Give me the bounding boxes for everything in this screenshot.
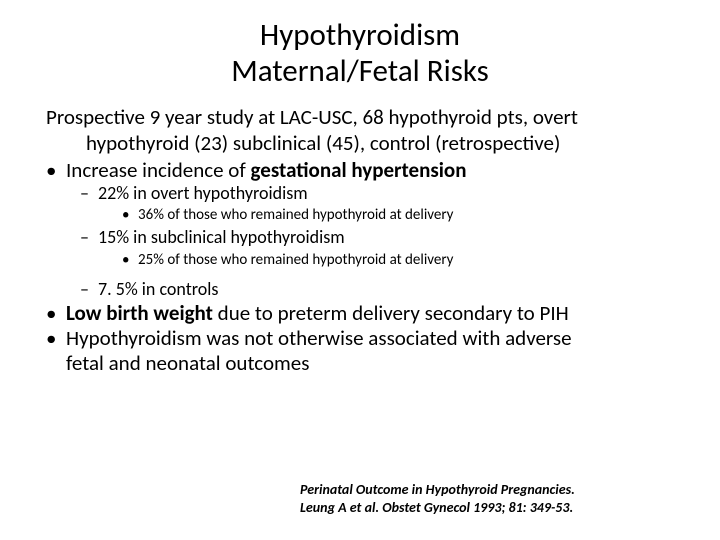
text-line2: fetal and neonatal outcomes [66,350,309,376]
intro-line-2: hypothyroid (23) subclinical (45), contr… [46,131,688,155]
citation-line-2: Leung A et al. Obstet Gynecol 1993; 81: … [300,499,672,517]
dash-icon: – [80,227,98,249]
slide: Hypothyroidism Maternal/Fetal Risks Pros… [0,0,720,540]
bullet-dot-icon: • [46,301,66,326]
text-bold: Low birth weight [66,300,218,326]
bullet-subclinical: – 15% in subclinical hypothyroidism [80,227,688,249]
slide-title: Hypothyroidism Maternal/Fetal Risks [92,18,628,89]
bullet-controls: – 7. 5% in controls [80,279,688,301]
title-line-1: Hypothyroidism [92,18,628,54]
bullet-gestational-hypertension: • Increase incidence of gestational hype… [46,158,688,183]
bullet-overt: – 22% in overt hypothyroidism [80,183,688,205]
text-post: due to preterm delivery secondary to PIH [218,300,569,326]
dash-icon: – [80,183,98,205]
citation-line-1: Perinatal Outcome in Hypothyroid Pregnan… [300,481,672,499]
text-line1: Hypothyroidism was not otherwise associa… [66,325,572,351]
text-pre: Increase incidence of [66,157,251,183]
bullet-overt-detail: • 36% of those who remained hypothyroid … [122,204,688,227]
citation: Perinatal Outcome in Hypothyroid Pregnan… [300,481,672,516]
bullet-text: 22% in overt hypothyroidism [98,183,308,205]
bullet-text: Increase incidence of gestational hypert… [66,158,466,183]
bullet-subclinical-detail: • 25% of those who remained hypothyroid … [122,249,688,272]
title-line-2: Maternal/Fetal Risks [92,54,628,90]
bullet-text: 7. 5% in controls [98,279,218,301]
bullet-dot-icon: • [122,251,138,270]
bullet-dot-icon: • [122,206,138,225]
intro-line-1: Prospective 9 year study at LAC-USC, 68 … [46,105,688,129]
bullet-text: 25% of those who remained hypothyroid at… [138,251,453,270]
bullet-text: 36% of those who remained hypothyroid at… [138,206,453,225]
bullet-not-associated: • Hypothyroidism was not otherwise assoc… [46,326,688,376]
text-bold: gestational hypertension [251,157,467,183]
bullet-dot-icon: • [46,326,66,376]
bullet-text: Hypothyroidism was not otherwise associa… [66,326,572,376]
bullet-low-birth-weight: • Low birth weight due to preterm delive… [46,301,688,326]
bullet-text: 15% in subclinical hypothyroidism [98,227,345,249]
bullet-text: Low birth weight due to preterm delivery… [66,301,569,326]
bullet-dot-icon: • [46,158,66,183]
dash-icon: – [80,279,98,301]
